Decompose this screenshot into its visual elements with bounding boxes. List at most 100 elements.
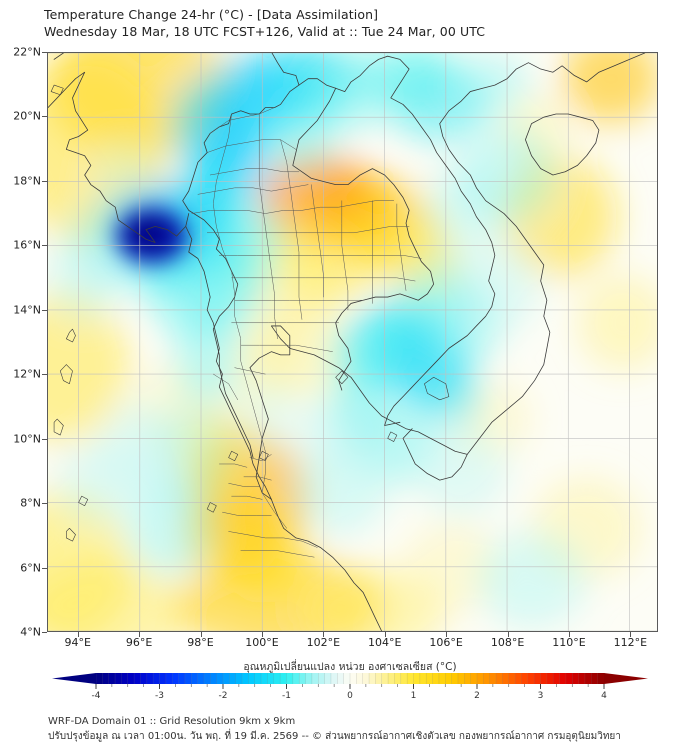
title-line-2: Wednesday 18 Mar, 18 UTC FCST+126, Valid…: [44, 24, 486, 39]
lon-tick-mark: [77, 632, 79, 637]
temperature-anomaly-map: [48, 53, 657, 631]
colorbar-band: [350, 673, 357, 684]
colorbar-band: [540, 673, 548, 684]
colorbar-band: [591, 673, 598, 684]
colorbar-band: [292, 673, 300, 684]
province-border-15: [310, 184, 324, 298]
colorbar-max-arrow: [604, 673, 648, 684]
lon-tick-label: 110°E: [552, 636, 586, 649]
island-outline-4: [78, 495, 89, 507]
colorbar-band: [286, 673, 294, 684]
colorbar-band: [267, 673, 275, 684]
coastline-vietnam: [439, 53, 646, 455]
island-outline-7: [335, 370, 349, 385]
lat-tick-label: 20°N: [13, 109, 41, 123]
province-border-14: [280, 139, 303, 320]
province-border-21: [243, 476, 272, 481]
lat-tick-label: 16°N: [13, 238, 41, 252]
lon-tick-mark: [568, 632, 570, 637]
colorbar-band: [597, 673, 605, 684]
lon-tick-mark: [323, 632, 325, 637]
map-container: 4°N 6°N 8°N 10°N 12°N 14°N 16°N 18°N 20°N 22°N 94…: [13, 46, 658, 649]
colorbar-band: [584, 673, 592, 684]
colorbar-band: [470, 673, 478, 684]
colorbar-band: [134, 673, 141, 684]
footer-line-1: WRF-DA Domain 01 :: Grid Resolution 9km …: [48, 716, 296, 727]
colorbar-tick-label: 2: [474, 691, 480, 701]
lat-tick-mark: [42, 52, 47, 53]
lon-tick-mark: [507, 632, 509, 637]
province-border-25: [240, 550, 315, 558]
colorbar-band: [115, 673, 122, 684]
colorbar-band: [96, 673, 103, 684]
colorbar-band: [311, 673, 319, 684]
lat-tick-mark: [42, 632, 47, 633]
island-outline-5: [228, 450, 239, 462]
province-border-22: [231, 495, 263, 500]
colorbar-band: [210, 673, 217, 684]
island-outline-0: [66, 328, 76, 343]
lon-tick-label: 94°E: [64, 636, 91, 649]
colorbar-band: [356, 673, 364, 684]
colorbar-band: [413, 673, 421, 684]
colorbar-band: [248, 673, 256, 684]
lat-tick-label: 22°N: [13, 45, 41, 59]
lat-tick-label: 12°N: [13, 367, 41, 381]
national-border-1: [182, 53, 300, 458]
colorbar-band: [527, 673, 535, 684]
coastline-hainan: [525, 113, 600, 176]
province-border-18: [396, 203, 407, 291]
coastline-gulf-of-thailand: [249, 325, 468, 500]
colorbar-band: [508, 673, 516, 684]
province-border-12: [213, 113, 287, 529]
province-border-23: [222, 511, 272, 516]
lon-tick-label: 102°E: [306, 636, 341, 649]
colorbar-band: [559, 673, 567, 684]
colorbar-band: [153, 673, 160, 684]
national-border-3: [292, 87, 435, 391]
colorbar-band: [565, 673, 573, 684]
lat-tick-mark: [42, 245, 47, 247]
colorbar-band: [121, 673, 129, 684]
colorbar-band: [553, 673, 560, 684]
colorbar-band: [432, 673, 440, 684]
colorbar-band: [172, 673, 179, 684]
colorbar-band: [102, 673, 110, 684]
province-border-2: [209, 168, 300, 176]
colorbar-band: [438, 673, 446, 684]
map-frame: [47, 52, 658, 632]
lat-tick-label: 4°N: [20, 625, 41, 639]
colorbar-band: [451, 673, 459, 684]
colorbar-band: [534, 673, 541, 684]
colorbar-band: [254, 673, 262, 684]
colorbar-min-arrow: [52, 673, 96, 684]
lon-tick-label: 100°E: [245, 636, 279, 649]
colorbar-band: [362, 673, 370, 684]
lat-tick-mark: [42, 567, 47, 569]
footer: WRF-DA Domain 01 :: Grid Resolution 9km …: [48, 714, 621, 744]
lon-tick-mark: [261, 632, 263, 637]
title-line-1: Temperature Change 24-hr (°C) - [Data As…: [44, 7, 379, 22]
colorbar-band: [242, 673, 249, 684]
colorbar-band: [445, 673, 452, 684]
lon-tick-label: 112°E: [613, 636, 648, 649]
coastline-andaman-malay: [48, 71, 383, 631]
island-outline-11: [50, 84, 64, 96]
colorbar-band: [375, 673, 383, 684]
lon-tick-mark: [384, 632, 386, 637]
lon-tick-mark: [139, 632, 141, 637]
colorbar-band: [572, 673, 579, 684]
colorbar-band: [496, 673, 503, 684]
colorbar-band: [477, 673, 484, 684]
colorbar-band: [381, 673, 389, 684]
lon-tick-mark: [630, 632, 632, 637]
province-border-20: [249, 454, 272, 462]
colorbar-band: [343, 673, 351, 684]
lat-tick-mark: [42, 116, 47, 118]
colorbar-band: [337, 673, 344, 684]
colorbar-band: [305, 673, 313, 684]
lat-tick-label: 18°N: [13, 174, 41, 188]
province-border-10: [240, 344, 333, 352]
colorbar-band: [578, 673, 586, 684]
lat-tick-label: 6°N: [20, 561, 41, 575]
